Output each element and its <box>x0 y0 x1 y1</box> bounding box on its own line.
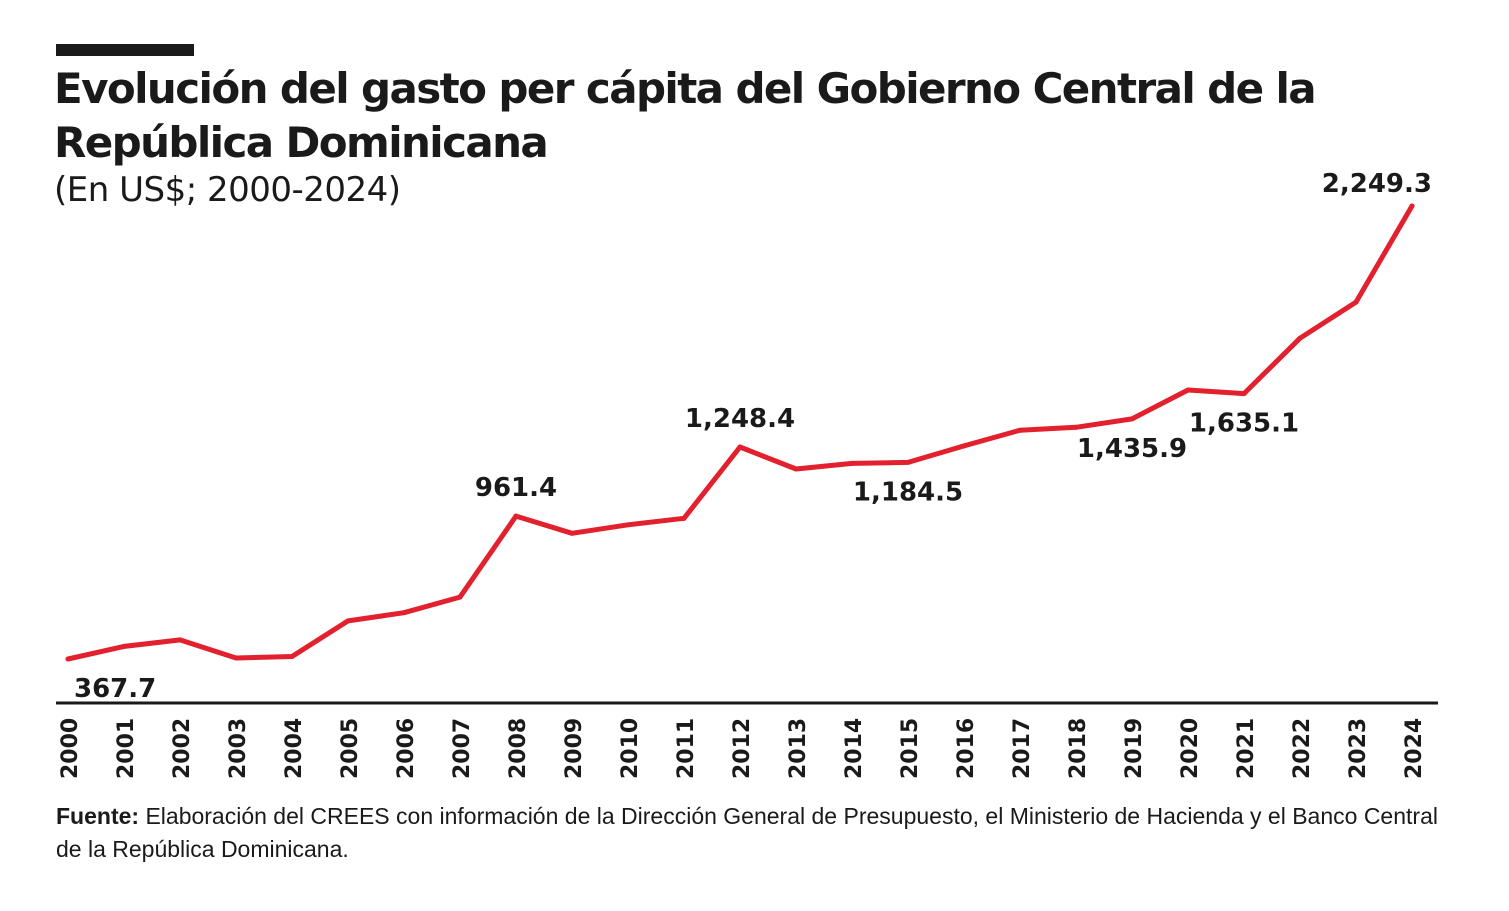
data-point <box>401 610 407 616</box>
data-label: 961.4 <box>475 473 557 503</box>
chart-title: Evolución del gasto per cápita del Gobie… <box>54 64 1317 167</box>
chart-subtitle: (En US$; 2000-2024) <box>54 170 401 210</box>
data-label: 1,248.4 <box>685 404 795 434</box>
data-point <box>961 443 967 449</box>
x-tick-label: 2021 <box>1234 718 1259 779</box>
data-point <box>457 594 463 600</box>
data-label: 2,249.3 <box>1322 169 1432 199</box>
x-tick-label: 2012 <box>730 718 755 779</box>
x-tick-label: 2001 <box>114 718 139 779</box>
data-point <box>289 654 295 660</box>
data-point <box>1073 424 1079 430</box>
data-label: 367.7 <box>74 674 156 704</box>
data-label: 1,435.9 <box>1077 434 1187 464</box>
data-point <box>681 515 687 521</box>
x-tick-label: 2000 <box>58 718 83 779</box>
data-point <box>793 466 799 472</box>
x-tick-label: 2002 <box>170 718 195 779</box>
x-tick-label: 2016 <box>954 718 979 779</box>
source-label: Fuente: <box>56 803 140 829</box>
x-tick-label: 2005 <box>338 718 363 779</box>
x-tick-label: 2023 <box>1346 718 1371 779</box>
x-tick-label: 2004 <box>282 718 307 779</box>
x-tick-label: 2006 <box>394 718 419 779</box>
data-label: 1,635.1 <box>1189 409 1299 439</box>
data-point <box>569 530 575 536</box>
x-tick-label: 2010 <box>618 718 643 779</box>
data-point <box>905 459 911 465</box>
x-tick-label: 2014 <box>842 718 867 779</box>
x-tick-label: 2015 <box>898 718 923 779</box>
data-point <box>121 643 127 649</box>
title-accent-bar <box>56 44 194 56</box>
x-tick-label: 2007 <box>450 718 475 779</box>
data-point <box>345 618 351 624</box>
x-tick-label: 2020 <box>1178 718 1203 779</box>
data-point <box>737 444 743 450</box>
data-point <box>65 656 71 662</box>
source-note: Fuente: Elaboración del CREES con inform… <box>56 800 1446 866</box>
data-point <box>1185 387 1191 393</box>
data-point <box>1297 335 1303 341</box>
x-tick-label: 2017 <box>1010 718 1035 779</box>
data-point <box>1129 416 1135 422</box>
x-tick-label: 2009 <box>562 718 587 779</box>
x-tick-label: 2018 <box>1066 718 1091 779</box>
data-point <box>177 637 183 643</box>
x-tick-label: 2011 <box>674 718 699 779</box>
x-tick-label: 2022 <box>1290 718 1315 779</box>
data-point <box>1409 203 1415 209</box>
data-point <box>513 513 519 519</box>
data-point <box>1241 391 1247 397</box>
data-point <box>849 460 855 466</box>
data-point <box>233 655 239 661</box>
x-tick-label: 2024 <box>1402 718 1427 779</box>
data-point <box>1017 427 1023 433</box>
x-tick-label: 2003 <box>226 718 251 779</box>
x-tick-label: 2019 <box>1122 718 1147 779</box>
source-text: Elaboración del CREES con información de… <box>56 803 1438 862</box>
data-label: 1,184.5 <box>853 477 963 507</box>
data-point <box>1353 299 1359 305</box>
x-tick-label: 2013 <box>786 718 811 779</box>
data-point <box>625 522 631 528</box>
x-tick-label: 2008 <box>506 718 531 779</box>
